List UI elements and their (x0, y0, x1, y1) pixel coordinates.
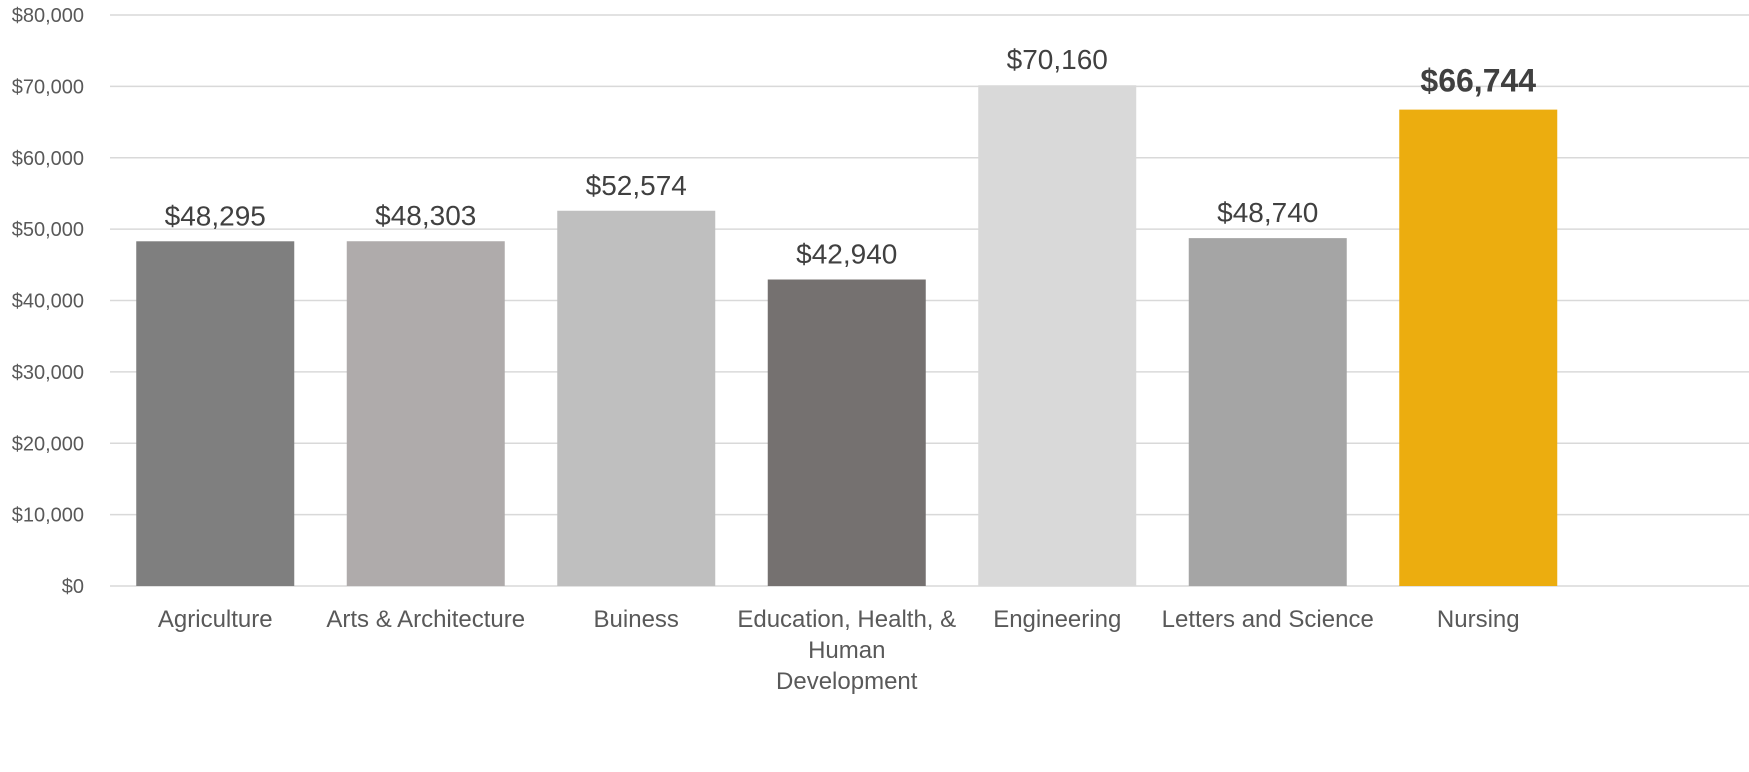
y-tick-label: $50,000 (12, 219, 84, 241)
bars (136, 85, 1558, 587)
bar (1399, 109, 1558, 587)
x-tick-label: Buiness (594, 606, 679, 633)
data-label: $48,295 (165, 200, 266, 231)
y-tick-label: $20,000 (12, 433, 84, 455)
data-label: $42,940 (796, 239, 897, 270)
x-tick-label: Development (776, 668, 918, 695)
bar (136, 241, 295, 586)
x-tick-label: Engineering (993, 606, 1121, 633)
data-label: $66,744 (1420, 63, 1536, 99)
bar (767, 279, 926, 586)
data-label: $70,160 (1007, 44, 1108, 75)
x-tick-label: Nursing (1437, 606, 1520, 633)
data-label: $48,303 (375, 200, 476, 231)
y-tick-label: $30,000 (12, 362, 84, 384)
y-axis-ticks: $0 $10,000 $20,000 $30,000 $40,000 $50,000 $60… (12, 5, 84, 598)
bar (557, 210, 716, 586)
y-tick-label: $0 (62, 576, 84, 598)
y-tick-label: $40,000 (12, 291, 84, 313)
x-tick-label: Education, Health, & (737, 606, 956, 633)
data-labels: $48,295 $48,303 $52,574 $42,940 $70,160 $48,7… (165, 44, 1537, 269)
y-tick-label: $70,000 (12, 76, 84, 98)
bar (1188, 238, 1347, 586)
x-axis-ticks: Agriculture Arts & Architecture Buiness Edu… (158, 606, 1520, 695)
bar (978, 85, 1137, 586)
x-tick-label: Agriculture (158, 606, 273, 633)
data-label: $52,574 (586, 170, 687, 201)
y-tick-label: $80,000 (12, 5, 84, 27)
x-tick-label: Arts & Architecture (326, 606, 525, 633)
y-tick-label: $10,000 (12, 505, 84, 527)
data-label: $48,740 (1217, 197, 1318, 228)
y-tick-label: $60,000 (12, 148, 84, 170)
x-tick-label: Human (808, 637, 885, 664)
x-tick-label: Letters and Science (1162, 606, 1374, 633)
bar (346, 241, 505, 586)
